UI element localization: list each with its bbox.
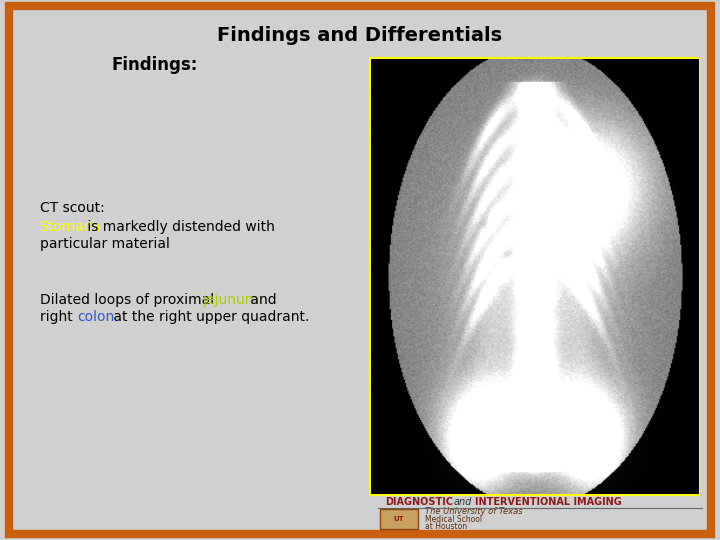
Text: Medical School: Medical School	[425, 515, 482, 524]
Text: at Houston: at Houston	[425, 522, 467, 531]
Text: and: and	[454, 497, 472, 507]
Text: right: right	[40, 310, 77, 324]
Text: Stomach: Stomach	[40, 220, 101, 234]
FancyBboxPatch shape	[380, 509, 418, 529]
Text: jejunum: jejunum	[202, 293, 258, 307]
Text: at the right upper quadrant.: at the right upper quadrant.	[109, 310, 309, 324]
Text: Findings:: Findings:	[112, 56, 198, 74]
Text: The University of Texas: The University of Texas	[425, 508, 523, 516]
Text: DIAGNOSTIC: DIAGNOSTIC	[385, 497, 453, 507]
Text: colon: colon	[77, 310, 114, 324]
Text: UT: UT	[394, 516, 404, 522]
Text: and: and	[246, 293, 277, 307]
Text: particular material: particular material	[40, 237, 169, 251]
Text: Findings and Differentials: Findings and Differentials	[217, 25, 503, 45]
Text: Dilated loops of proximal: Dilated loops of proximal	[40, 293, 218, 307]
Bar	[371, 59, 698, 494]
Bar	[371, 59, 698, 494]
Text: is markedly distended with: is markedly distended with	[84, 220, 275, 234]
Text: CT scout:: CT scout:	[40, 201, 104, 215]
Text: INTERVENTIONAL IMAGING: INTERVENTIONAL IMAGING	[475, 497, 622, 507]
